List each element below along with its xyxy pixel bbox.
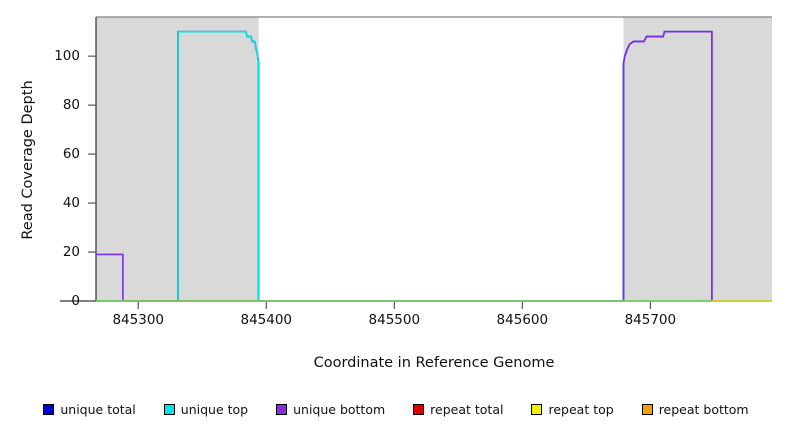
shaded-regions [96,17,772,301]
y-tick-label: 40 [62,195,80,212]
legend-item[interactable]: unique total [43,401,136,417]
legend-label: unique total [60,401,136,417]
y-tick-label: 100 [54,48,80,65]
legend-label: repeat top [548,401,614,417]
shaded-region [623,17,772,301]
legend-swatch-icon [413,403,425,415]
x-axis-title: Coordinate in Reference Genome [313,355,555,371]
x-tick-label: 845700 [624,312,677,328]
x-tick-label: 845300 [112,312,165,328]
legend-swatch-icon [163,403,175,415]
legend-item[interactable]: unique top [163,401,249,417]
y-tick-label: 60 [62,146,80,163]
legend-label: repeat bottom [658,401,749,417]
x-tick-label: 845400 [240,312,293,328]
y-tick-label: 80 [62,97,80,114]
legend-label: unique top [180,401,249,417]
y-tick-label: 0 [71,293,80,309]
series-line [96,30,772,302]
legend-item[interactable]: repeat top [531,401,614,417]
y-axis-tick-labels: 0 20 40 60 80 100 [28,0,80,432]
y-tick-label: 20 [62,244,80,261]
x-tick-label: 845500 [368,312,421,328]
legend-item[interactable]: repeat bottom [641,401,749,417]
legend-item[interactable]: repeat total [413,402,503,417]
legend-swatch-icon [641,403,653,415]
legend-label: repeat total [430,401,504,417]
legend-item[interactable]: unique bottom [276,402,385,417]
legend-swatch-icon [531,403,543,415]
legend-label: unique bottom [293,401,386,417]
legend-swatch-icon [43,403,55,415]
legend-swatch-icon [276,403,288,415]
chart-legend: unique total unique top unique bottom repea… [0,396,792,422]
x-tick-label: 845600 [496,312,549,328]
data-series [96,30,772,302]
